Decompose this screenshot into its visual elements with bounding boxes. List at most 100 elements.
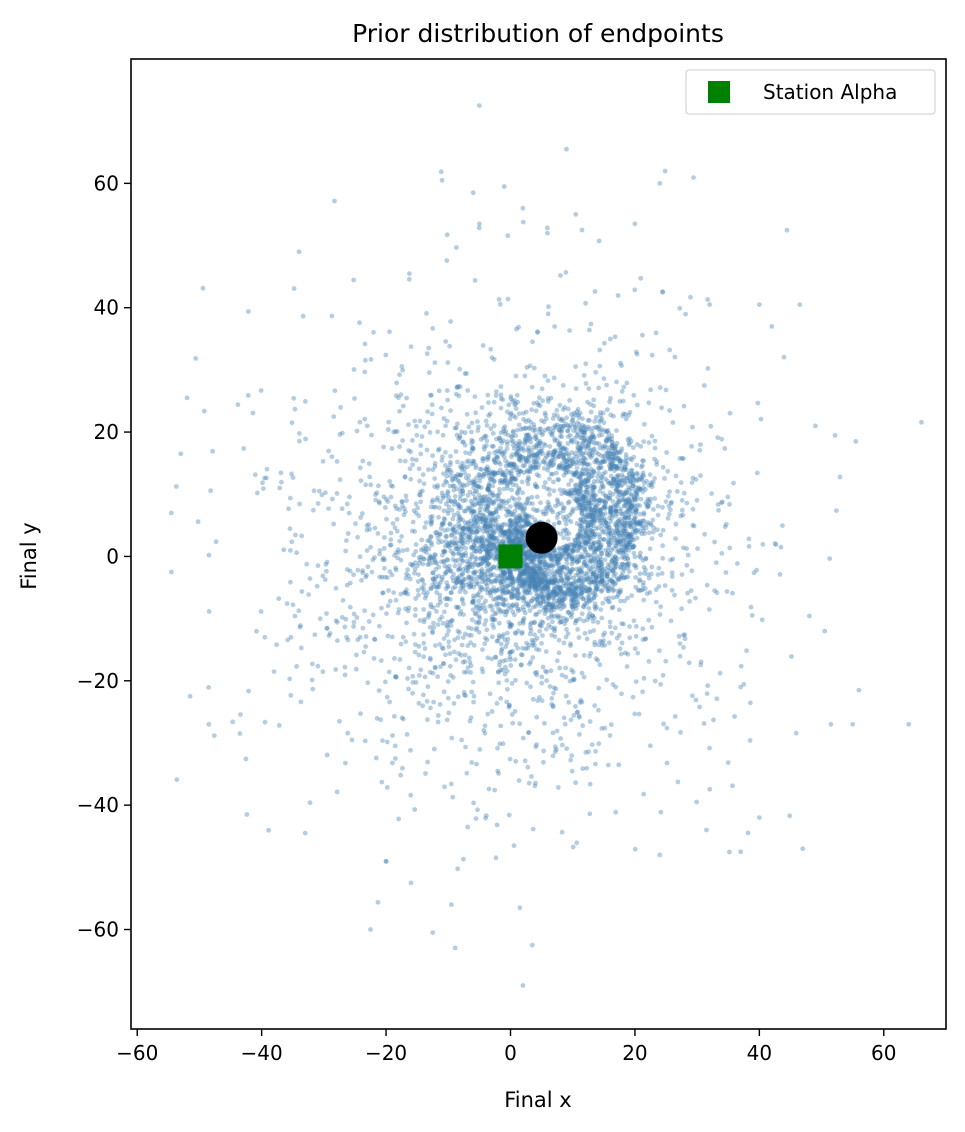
scatter-point	[492, 517, 498, 523]
scatter-point	[347, 568, 353, 574]
scatter-point	[602, 518, 608, 523]
scatter-point	[531, 558, 536, 563]
scatter-point	[448, 459, 453, 465]
scatter-point	[653, 587, 659, 593]
scatter-point	[537, 403, 543, 409]
scatter-point	[520, 620, 526, 626]
scatter-point	[540, 451, 546, 456]
scatter-point	[554, 613, 560, 618]
scatter-point	[630, 503, 635, 508]
scatter-point	[588, 544, 594, 550]
scatter-point	[444, 580, 450, 586]
scatter-point	[565, 500, 571, 506]
scatter-point	[512, 539, 517, 545]
scatter-point	[532, 483, 538, 489]
scatter-point	[444, 418, 450, 424]
scatter-point	[620, 413, 625, 419]
scatter-point	[469, 429, 474, 435]
scatter-point	[399, 364, 405, 369]
scatter-point	[569, 581, 574, 587]
scatter-point	[484, 443, 489, 448]
scatter-point	[523, 564, 529, 570]
scatter-point	[582, 631, 588, 636]
scatter-point	[652, 678, 658, 684]
scatter-point	[460, 526, 466, 532]
scatter-point	[298, 623, 303, 628]
scatter-point	[638, 444, 644, 449]
scatter-point	[297, 624, 303, 630]
scatter-point	[527, 363, 533, 369]
scatter-point	[571, 541, 577, 547]
scatter-point	[617, 533, 623, 539]
scatter-point	[426, 546, 432, 552]
scatter-point	[593, 575, 599, 581]
scatter-point	[578, 477, 584, 483]
scatter-point	[406, 686, 411, 692]
scatter-point	[577, 452, 582, 458]
scatter-point	[640, 332, 645, 338]
scatter-point	[206, 685, 212, 690]
scatter-point	[485, 711, 491, 717]
scatter-point	[613, 554, 618, 560]
scatter-point	[384, 516, 389, 522]
scatter-point	[450, 476, 455, 482]
scatter-point	[535, 596, 540, 602]
scatter-point	[598, 559, 604, 565]
scatter-point	[621, 574, 627, 580]
scatter-point	[543, 511, 549, 517]
scatter-point	[513, 642, 519, 647]
scatter-point	[482, 641, 488, 647]
scatter-point	[404, 547, 410, 553]
scatter-point	[510, 461, 516, 467]
scatter-point	[549, 614, 554, 620]
scatter-point	[495, 524, 501, 530]
scatter-point	[777, 572, 783, 577]
scatter-point	[509, 475, 515, 481]
scatter-point	[528, 684, 533, 690]
scatter-point	[597, 543, 603, 549]
scatter-point	[596, 498, 602, 504]
scatter-point	[577, 448, 583, 453]
scatter-point	[609, 547, 614, 553]
scatter-point	[527, 608, 533, 613]
scatter-point	[477, 478, 483, 484]
scatter-point	[618, 541, 624, 547]
scatter-point	[578, 584, 583, 590]
scatter-point	[633, 624, 639, 629]
scatter-point	[532, 567, 537, 573]
scatter-point	[470, 509, 476, 515]
scatter-point	[474, 519, 480, 525]
scatter-point	[533, 576, 538, 582]
scatter-point	[476, 512, 482, 518]
scatter-point	[460, 584, 466, 589]
scatter-point	[581, 554, 587, 560]
scatter-point	[441, 661, 447, 667]
scatter-point	[536, 402, 541, 408]
scatter-point	[643, 556, 649, 562]
scatter-point	[566, 553, 572, 559]
scatter-point	[594, 559, 600, 565]
scatter-point	[451, 649, 457, 655]
scatter-point	[460, 552, 466, 557]
scatter-point	[391, 713, 397, 719]
scatter-point	[262, 719, 268, 725]
scatter-point	[398, 392, 404, 398]
scatter-point	[575, 448, 581, 453]
scatter-point	[390, 760, 395, 766]
scatter-point	[590, 573, 596, 579]
scatter-point	[491, 479, 497, 484]
scatter-point	[522, 560, 528, 566]
scatter-point	[727, 501, 732, 507]
scatter-point	[466, 575, 472, 580]
scatter-point	[582, 529, 588, 535]
scatter-point	[502, 478, 507, 484]
scatter-point	[588, 615, 593, 621]
scatter-point	[550, 452, 556, 458]
scatter-point	[243, 756, 249, 762]
scatter-point	[502, 585, 508, 591]
scatter-point	[464, 482, 470, 488]
scatter-point	[562, 517, 568, 523]
scatter-point	[508, 649, 514, 655]
scatter-point	[528, 439, 534, 445]
scatter-point	[455, 546, 461, 552]
